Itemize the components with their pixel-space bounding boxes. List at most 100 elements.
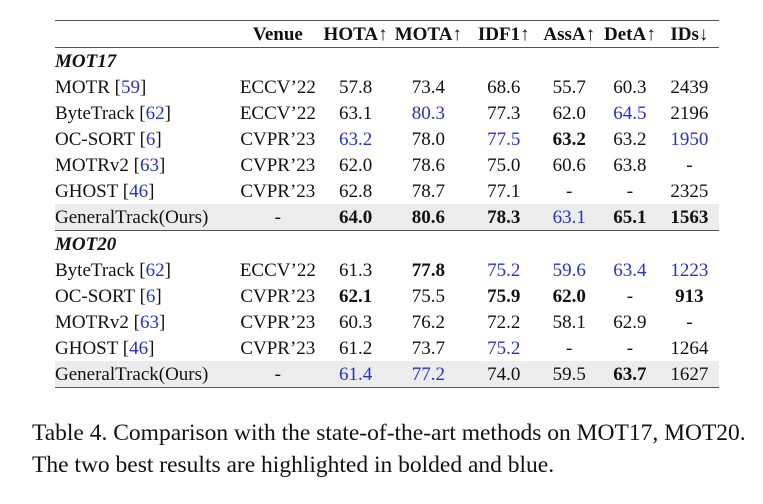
deta-cell: 63.4 [613, 259, 647, 281]
header-mota: MOTA↑ [387, 20, 470, 48]
citation-link[interactable]: 59 [120, 76, 140, 98]
assa-cell: - [566, 180, 573, 202]
table-caption: Table 4. Comparison with the state-of-th… [32, 417, 752, 481]
table-row: GHOST [46] CVPR’23 61.2 73.7 75.2 - - 12… [55, 335, 719, 361]
ids-cell: 2196 [670, 102, 709, 124]
venue-cell: ECCV’22 [239, 76, 316, 98]
section-row-mot20: MOT20 [55, 230, 719, 257]
method-cell: MOTRv2 [63] [55, 311, 166, 333]
deta-cell: - [626, 180, 634, 202]
ids-cell: 913 [675, 285, 704, 307]
table-row: MOTRv2 [63] CVPR’23 60.3 76.2 72.2 58.1 … [55, 309, 719, 335]
idf1-cell: 75.2 [487, 259, 521, 281]
assa-cell: 59.5 [538, 361, 601, 388]
idf1-cell: 72.2 [487, 311, 521, 333]
idf1-cell: 77.1 [487, 180, 521, 202]
mota-cell: 73.7 [411, 337, 445, 359]
idf1-cell: 68.6 [487, 76, 521, 98]
idf1-cell: 74.0 [469, 361, 539, 388]
venue-cell: CVPR’23 [240, 311, 316, 333]
venue-cell: CVPR’23 [240, 285, 316, 307]
idf1-cell: 78.3 [469, 204, 539, 231]
method-cell: GeneralTrack(Ours) [55, 361, 233, 388]
section-row-mot17: MOT17 [55, 48, 719, 75]
mota-cell: 78.7 [411, 180, 445, 202]
table-row: ByteTrack [62] ECCV’22 61.3 77.8 75.2 59… [55, 257, 719, 283]
hota-cell: 62.0 [338, 154, 373, 176]
hota-cell: 60.3 [338, 311, 373, 333]
header-idf1: IDF1↑ [469, 20, 539, 48]
assa-cell: 59.6 [552, 259, 586, 281]
idf1-cell: 75.2 [487, 337, 521, 359]
citation-link[interactable]: 63 [139, 311, 159, 333]
deta-cell: 62.9 [613, 311, 647, 333]
ids-cell: 1950 [670, 128, 709, 150]
citation-link[interactable]: 62 [145, 102, 165, 124]
venue-cell: CVPR’23 [240, 154, 316, 176]
citation-link[interactable]: 62 [145, 259, 165, 281]
mota-cell: 76.2 [411, 311, 445, 333]
hota-cell: 62.1 [338, 285, 373, 307]
hota-cell: 61.3 [338, 259, 373, 281]
caption-text: Comparison with the state-of-the-art met… [32, 420, 746, 478]
mota-cell: 80.3 [411, 102, 445, 124]
table-row-ours: GeneralTrack(Ours) - 61.4 77.2 74.0 59.5… [55, 361, 719, 388]
idf1-cell: 77.3 [487, 102, 521, 124]
table-row: MOTRv2 [63] CVPR’23 62.0 78.6 75.0 60.6 … [55, 152, 719, 178]
venue-cell: ECCV’22 [239, 259, 316, 281]
ids-cell: 1627 [659, 361, 719, 388]
assa-cell: 62.0 [552, 102, 586, 124]
ids-cell: - [686, 311, 693, 333]
method-cell: MOTR [59] [55, 76, 147, 98]
method-cell: ByteTrack [62] [55, 259, 171, 281]
deta-cell: 64.5 [613, 102, 647, 124]
method-cell: OC-SORT [6] [55, 128, 162, 150]
method-cell: GHOST [46] [55, 337, 155, 359]
idf1-cell: 75.0 [487, 154, 521, 176]
header-ids: IDs↓ [659, 20, 719, 48]
table-row-ours: GeneralTrack(Ours) - 64.0 80.6 78.3 63.1… [55, 204, 719, 231]
table-row: ByteTrack [62] ECCV’22 63.1 80.3 77.3 62… [55, 100, 719, 126]
venue-cell: ECCV’22 [239, 102, 316, 124]
method-cell: MOTRv2 [63] [55, 154, 166, 176]
hota-cell: 61.2 [338, 337, 373, 359]
citation-link[interactable]: 6 [145, 128, 156, 150]
mota-cell: 78.0 [411, 128, 445, 150]
results-table: Venue HOTA↑ MOTA↑ IDF1↑ AssA↑ DetA↑ IDs↓… [55, 20, 719, 388]
assa-cell: 63.1 [538, 204, 601, 231]
venue-cell: - [232, 361, 324, 388]
mota-cell: 77.2 [387, 361, 470, 388]
mota-cell: 73.4 [411, 76, 445, 98]
ids-cell: 1264 [670, 337, 709, 359]
ids-cell: 2439 [670, 76, 709, 98]
deta-cell: 63.2 [613, 128, 647, 150]
idf1-cell: 75.9 [487, 285, 521, 307]
assa-cell: 62.0 [552, 285, 586, 307]
assa-cell: 63.2 [552, 128, 586, 150]
header-method [55, 20, 233, 48]
citation-link[interactable]: 46 [129, 337, 149, 359]
header-venue: Venue [232, 20, 324, 48]
venue-cell: CVPR’23 [240, 337, 316, 359]
deta-cell: 63.7 [600, 361, 660, 388]
ids-cell: 2325 [670, 180, 709, 202]
idf1-cell: 77.5 [487, 128, 521, 150]
citation-link[interactable]: 63 [139, 154, 159, 176]
venue-cell: CVPR’23 [240, 180, 316, 202]
ids-cell: 1223 [670, 259, 709, 281]
header-assa: AssA↑ [538, 20, 601, 48]
ids-cell: 1563 [659, 204, 719, 231]
mota-cell: 80.6 [387, 204, 470, 231]
deta-cell: 60.3 [613, 76, 647, 98]
section-title: MOT20 [55, 230, 719, 257]
table-row: OC-SORT [6] CVPR’23 62.1 75.5 75.9 62.0 … [55, 283, 719, 309]
mota-cell: 77.8 [411, 259, 445, 281]
hota-cell: 64.0 [323, 204, 388, 231]
method-cell: ByteTrack [62] [55, 102, 171, 124]
hota-cell: 57.8 [338, 76, 373, 98]
citation-link[interactable]: 46 [129, 180, 149, 202]
citation-link[interactable]: 6 [145, 285, 156, 307]
assa-cell: - [566, 337, 573, 359]
venue-cell: CVPR’23 [240, 128, 316, 150]
mota-cell: 75.5 [411, 285, 445, 307]
